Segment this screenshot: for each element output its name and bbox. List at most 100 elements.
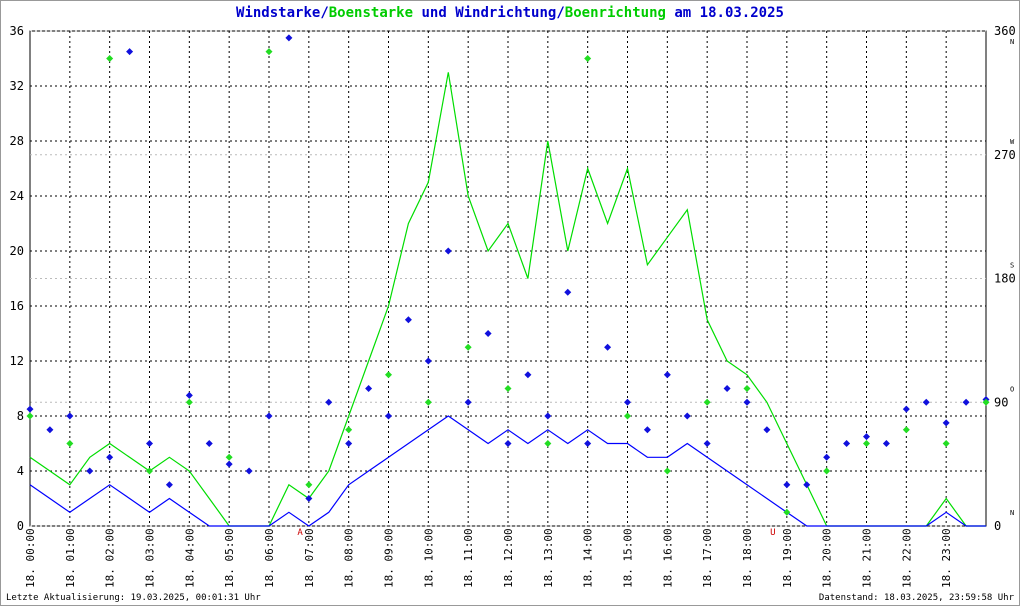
x-tick-label: 18. 06:00 <box>263 528 276 588</box>
annotation: U <box>770 528 775 538</box>
direction-point <box>265 412 273 420</box>
direction-point <box>843 440 851 447</box>
direction-point <box>584 55 592 62</box>
x-tick-label: 18. 17:00 <box>701 528 714 588</box>
direction-point <box>823 453 831 461</box>
direction-point <box>604 343 612 351</box>
y2-tick-label: 270 <box>994 148 1016 162</box>
y2-tick-label: 360 <box>994 24 1016 38</box>
x-tick-label: 18. 07:00 <box>303 528 316 588</box>
y2-compass-label: S <box>1010 262 1014 270</box>
direction-point <box>743 398 751 406</box>
direction-point <box>803 481 811 489</box>
direction-point <box>106 55 114 62</box>
direction-point <box>146 440 153 447</box>
x-tick-label: 18. 16:00 <box>661 528 674 588</box>
y-tick-label: 32 <box>10 79 24 93</box>
y-tick-label: 28 <box>10 134 24 148</box>
x-tick-label: 18. 14:00 <box>582 528 595 588</box>
direction-point <box>743 385 751 392</box>
direction-point <box>504 440 512 447</box>
y-tick-label: 0 <box>17 519 24 533</box>
title-part: Boenrichtung <box>565 5 666 21</box>
series-line <box>29 415 986 527</box>
direction-point <box>265 48 273 56</box>
direction-point <box>26 412 34 420</box>
direction-point <box>424 398 432 406</box>
y-tick-label: 4 <box>17 464 24 478</box>
direction-point <box>185 398 193 406</box>
direction-point <box>464 398 472 406</box>
y-tick-label: 24 <box>10 189 24 203</box>
direction-point <box>225 453 233 461</box>
y2-compass-label: W <box>1010 138 1015 146</box>
y2-tick-label: 180 <box>994 272 1016 286</box>
title-part: Windrichtung <box>455 5 556 21</box>
direction-point <box>385 371 392 379</box>
direction-point <box>66 412 74 420</box>
direction-point <box>345 426 353 434</box>
direction-point <box>703 398 711 406</box>
direction-point <box>205 440 213 447</box>
direction-point <box>663 467 671 475</box>
y-tick-label: 20 <box>10 244 24 258</box>
direction-point <box>982 398 990 406</box>
title-part: Boenstarke <box>329 5 413 21</box>
direction-point <box>345 440 353 447</box>
direction-point <box>165 481 173 489</box>
direction-point <box>146 467 153 475</box>
direction-point <box>185 391 193 399</box>
direction-point <box>962 398 970 406</box>
direction-point <box>126 48 134 56</box>
title-part: am 18.03.2025 <box>666 5 784 21</box>
direction-point <box>863 433 870 441</box>
direction-point <box>863 440 870 447</box>
direction-point <box>564 288 572 296</box>
direction-point <box>703 440 711 447</box>
x-tick-label: 18. 00:00 <box>24 528 37 588</box>
title-part: Windstarke <box>236 5 320 21</box>
chart-title: Windstarke/Boenstarke und Windrichtung/B… <box>236 5 784 21</box>
x-tick-label: 18. 21:00 <box>861 528 874 588</box>
x-tick-label: 18. 13:00 <box>542 528 555 588</box>
x-tick-label: 18. 02:00 <box>104 528 117 588</box>
x-tick-label: 18. 18:00 <box>741 528 754 588</box>
direction-point <box>723 385 731 392</box>
direction-point <box>504 385 512 392</box>
y2-tick-label: 90 <box>994 395 1008 409</box>
direction-point <box>245 467 253 475</box>
footer-left: Letzte Aktualisierung: 19.03.2025, 00:01… <box>6 593 261 603</box>
x-tick-label: 18. 20:00 <box>821 528 834 588</box>
y-tick-label: 12 <box>10 354 24 368</box>
direction-point <box>902 405 910 413</box>
x-tick-label: 18. 19:00 <box>781 528 794 588</box>
y2-compass-label: N <box>1010 38 1014 46</box>
y2-compass-label: O <box>1010 385 1014 393</box>
direction-point <box>106 453 114 461</box>
x-tick-label: 18. 10:00 <box>422 528 435 588</box>
direction-point <box>86 467 94 475</box>
direction-point <box>404 316 412 324</box>
direction-point <box>624 398 631 406</box>
direction-point <box>46 426 54 434</box>
direction-point <box>922 398 930 406</box>
x-tick-label: 18. 05:00 <box>223 528 236 588</box>
direction-point <box>285 34 293 42</box>
direction-point <box>524 371 532 379</box>
title-part: / <box>320 5 328 21</box>
direction-point <box>882 440 890 447</box>
direction-point <box>305 481 313 489</box>
title-part: und <box>413 5 455 21</box>
y2-tick-label: 0 <box>994 519 1001 533</box>
y-tick-label: 16 <box>10 299 24 313</box>
direction-point <box>584 440 592 447</box>
direction-point <box>942 440 950 447</box>
direction-point <box>464 343 472 351</box>
direction-point <box>942 419 950 427</box>
x-tick-label: 18. 15:00 <box>622 528 635 588</box>
direction-point <box>783 481 791 489</box>
direction-point <box>783 508 791 516</box>
x-tick-label: 18. 23:00 <box>940 528 953 588</box>
